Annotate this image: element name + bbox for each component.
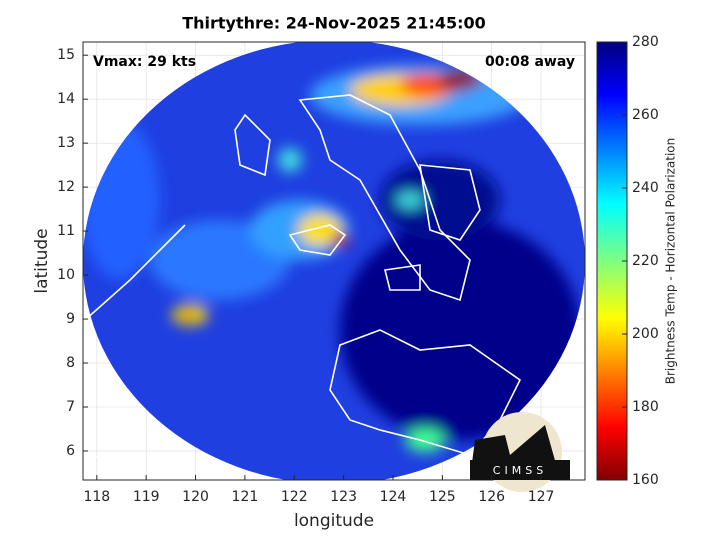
x-tick-label: 127	[528, 489, 555, 505]
colorbar-tick-label: 280	[632, 34, 659, 50]
colorbar-tick-label: 240	[632, 180, 659, 196]
y-tick-label: 13	[57, 135, 75, 151]
colorbar-tick-label: 200	[632, 326, 659, 342]
colorbar-tick-label: 180	[632, 399, 659, 415]
y-axis-label: latitude	[32, 228, 52, 293]
y-tick-label: 10	[57, 267, 75, 283]
imagery	[83, 42, 585, 480]
chart-title: Thirtythre: 24-Nov-2025 21:45:00	[182, 14, 486, 33]
y-tick-label: 7	[66, 399, 75, 415]
x-tick-label: 121	[232, 489, 259, 505]
x-tick-label: 126	[478, 489, 505, 505]
colorbar-tick-label: 160	[632, 472, 659, 488]
y-tick-label: 11	[57, 223, 75, 239]
colorbar-tick-label: 220	[632, 253, 659, 269]
logo: CIMSS	[470, 412, 570, 492]
annotation: 00:08 away	[485, 54, 575, 70]
y-tick-label: 6	[66, 443, 75, 459]
x-tick-label: 124	[380, 489, 407, 505]
axes-frame	[82, 41, 586, 481]
y-tick-label: 8	[66, 355, 75, 371]
annotation: Vmax: 29 kts	[93, 54, 196, 70]
x-tick-label: 118	[83, 489, 110, 505]
colorbar-label: Brightness Temp - Horizontal Polarizatio…	[664, 138, 678, 385]
y-tick-label: 12	[57, 179, 75, 195]
x-tick-label: 119	[133, 489, 160, 505]
x-tick-label: 120	[182, 489, 209, 505]
x-tick-label: 123	[330, 489, 357, 505]
x-tick-label: 125	[429, 489, 456, 505]
logo-text: CIMSS	[493, 464, 547, 477]
x-axis-label: longitude	[294, 511, 374, 531]
y-tick-label: 14	[57, 91, 75, 107]
y-tick-label: 15	[57, 47, 75, 63]
y-tick-label: 9	[66, 311, 75, 327]
x-tick-label: 122	[281, 489, 308, 505]
colorbar-tick-label: 260	[632, 107, 659, 123]
